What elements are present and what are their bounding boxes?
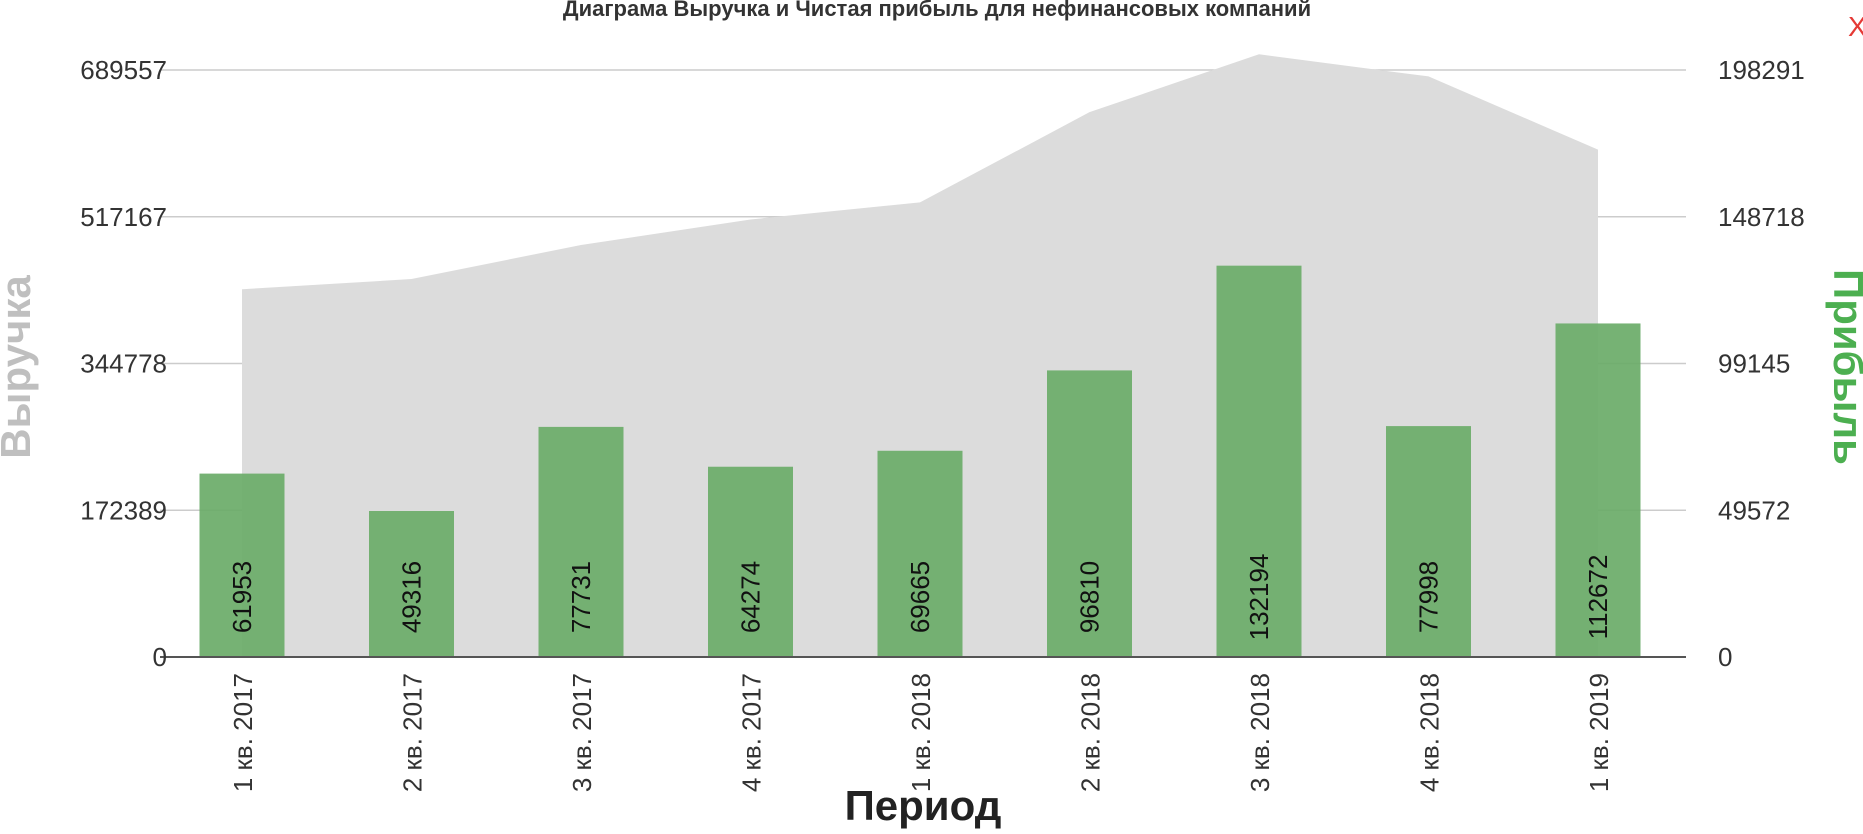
profit-bar [1216,265,1302,657]
y-right-tick-label: 49572 [1718,495,1790,525]
bar-data-label: 64274 [736,561,766,633]
profit-bar [199,473,285,657]
bar-data-label: 96810 [1075,561,1105,633]
close-button[interactable]: X [1848,11,1863,42]
y-right-tick-label: 148718 [1718,202,1805,232]
y-left-tick-label: 172389 [80,495,167,525]
x-tick-label: 3 кв. 2018 [1245,673,1275,792]
x-tick-label: 4 кв. 2018 [1415,673,1445,792]
y-axis-title-right: Прибыль [1825,269,1863,465]
bar-data-label: 77731 [566,561,596,633]
y-left-tick-label: 689557 [80,55,167,85]
x-tick-label: 2 кв. 2017 [398,673,428,792]
x-tick-label: 4 кв. 2017 [737,673,767,792]
profit-bar [877,450,963,657]
y-axis-title-left: Выручка [0,275,39,459]
x-tick-label: 1 кв. 2017 [228,673,258,792]
x-tick-label: 2 кв. 2018 [1076,673,1106,792]
y-left-tick-label: 0 [153,642,167,672]
x-tick-label: 3 кв. 2017 [567,673,597,792]
label-layer: 0 172389 344778 517167 689557 0 49572 99145 1487… [80,55,1805,792]
x-tick-label: 1 кв. 2018 [906,673,936,792]
bar-data-label: 77998 [1414,561,1444,633]
profit-bar [538,426,624,657]
y-right-tick-label: 0 [1718,642,1732,672]
profit-bar [1555,323,1641,657]
x-axis-title: Период [845,782,1002,829]
profit-bar [708,466,793,657]
bar-layer [199,265,1641,657]
bar-data-label: 61953 [227,561,257,633]
y-left-tick-label: 517167 [80,202,167,232]
bar-data-label: 49316 [397,561,427,633]
bar-data-label: 132194 [1244,554,1274,641]
y-right-tick-label: 99145 [1718,349,1790,379]
y-left-tick-label: 344778 [80,349,167,379]
profit-bar [1386,426,1471,657]
chart-title: Диаграма Выручка и Чистая прибыль для не… [563,0,1311,21]
profit-bar [1047,370,1132,657]
x-tick-label: 1 кв. 2019 [1584,673,1614,792]
y-right-tick-label: 198291 [1718,55,1805,85]
profit-bar [369,511,454,657]
bar-data-label: 69665 [905,561,935,633]
bar-data-label: 112672 [1583,555,1613,640]
